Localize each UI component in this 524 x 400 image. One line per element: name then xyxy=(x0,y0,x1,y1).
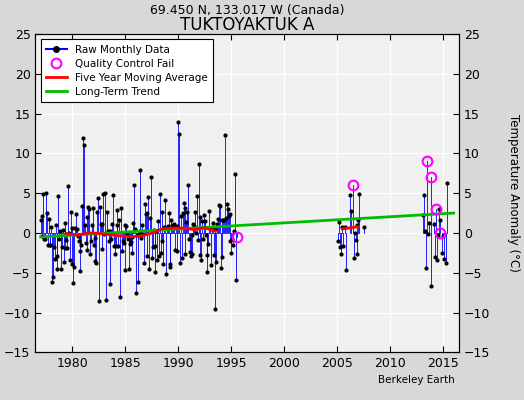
Text: Berkeley Earth: Berkeley Earth xyxy=(378,374,455,384)
Legend: Raw Monthly Data, Quality Control Fail, Five Year Moving Average, Long-Term Tren: Raw Monthly Data, Quality Control Fail, … xyxy=(41,39,213,102)
Title: TUKTOYAKTUK A: TUKTOYAKTUK A xyxy=(180,16,314,34)
Text: 69.450 N, 133.017 W (Canada): 69.450 N, 133.017 W (Canada) xyxy=(150,4,344,17)
Y-axis label: Temperature Anomaly (°C): Temperature Anomaly (°C) xyxy=(507,114,520,272)
